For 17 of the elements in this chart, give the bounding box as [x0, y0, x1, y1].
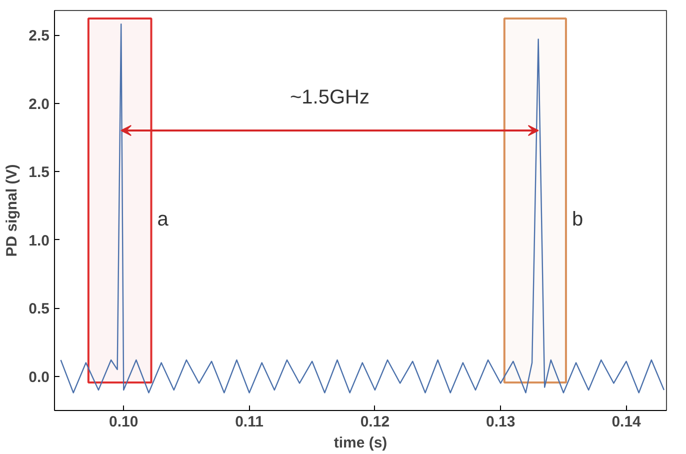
y-tick-label: 0.0 [28, 368, 50, 386]
band-label: a [157, 208, 170, 230]
annotation: ~1.5GHz [290, 86, 370, 108]
x-tick-label: 0.10 [109, 414, 138, 430]
x-tick-label: 0.13 [486, 414, 516, 430]
y-tick-label: 0.5 [28, 300, 50, 318]
x-axis-title: time (s) [334, 434, 388, 452]
y-tick-label: 1.5 [28, 164, 50, 182]
y-tick-label: 2.5 [28, 28, 50, 45]
x-tick-label: 0.14 [612, 414, 642, 430]
y-tick-label: 1.0 [28, 232, 50, 250]
x-tick-label: 0.11 [235, 414, 264, 430]
y-axis-title: PD signal (V) [4, 164, 21, 257]
band-label: b [572, 208, 584, 230]
x-tick-label: 0.12 [360, 414, 390, 430]
y-tick-label: 2.0 [28, 96, 50, 113]
line-series [60, 24, 665, 394]
